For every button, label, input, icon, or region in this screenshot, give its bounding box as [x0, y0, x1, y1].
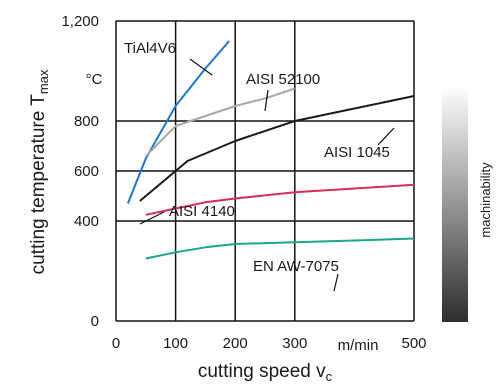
series-line-en-aw-7075 — [145, 237, 415, 260]
x-unit-label: m/min — [338, 337, 379, 354]
machinability-wedge — [442, 85, 468, 322]
leader-line-tial4v6 — [189, 58, 213, 76]
machinability-label: machinability — [478, 162, 493, 238]
x-tick-label-1: 100 — [163, 335, 188, 352]
series-label-tial4v6: TiAl4V6 — [124, 40, 176, 57]
y-tick-label-0: 0 — [91, 313, 99, 330]
y-tick-label-4: 1,200 — [61, 13, 99, 30]
y-tick-label-1: 400 — [74, 213, 99, 230]
series-label-aisi-52100: AISI 52100 — [246, 71, 320, 88]
leader-line-en-aw-7075 — [333, 273, 339, 292]
x-tick-label-0: 0 — [112, 335, 120, 352]
series-label-aisi-4140: AISI 4140 — [169, 203, 235, 220]
series-line-tial4v6 — [126, 40, 230, 204]
x-tick-label-2: 200 — [223, 335, 248, 352]
y-axis-title-subscript: max — [36, 69, 51, 94]
tick-labels: 0 100 200 300 500 0 400 600 800 1,200 — [61, 13, 426, 352]
series-line-aisi-52100 — [145, 87, 296, 157]
leader-line-aisi-52100 — [264, 89, 269, 112]
x-tick-label-4: 500 — [401, 335, 426, 352]
x-axis-title-main: cutting speed v — [198, 361, 326, 382]
series-group: TiAl4V6 AISI 52100 AISI 1045 AISI 4140 EN AW… — [124, 40, 415, 292]
x-axis-title: cutting speed vc — [198, 361, 333, 384]
x-axis-title-subscript: c — [326, 369, 333, 384]
y-axis-title-main: cutting temperature T — [28, 94, 49, 275]
y-tick-label-3: 800 — [74, 113, 99, 130]
series-line-aisi-4140 — [145, 183, 415, 216]
grid — [115, 20, 415, 322]
series-label-en-aw-7075: EN AW-7075 — [253, 258, 339, 275]
series-line-aisi-1045 — [139, 95, 415, 202]
y-unit-label: °C — [86, 71, 103, 88]
leader-line-aisi-4140 — [139, 211, 165, 225]
y-tick-label-2: 600 — [74, 163, 99, 180]
series-label-aisi-1045: AISI 1045 — [324, 144, 390, 161]
x-tick-label-3: 300 — [282, 335, 307, 352]
y-axis-title: cutting temperature Tmax — [28, 69, 51, 274]
leader-line-aisi-1045 — [377, 127, 395, 146]
